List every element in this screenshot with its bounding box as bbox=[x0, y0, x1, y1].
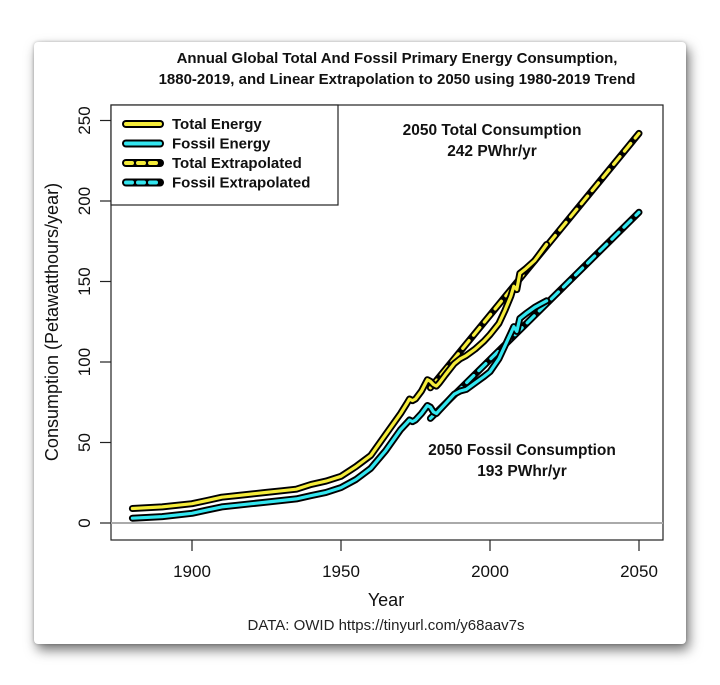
legend-label: Fossil Extrapolated bbox=[172, 175, 310, 192]
annotation-total-line1: 2050 Total Consumption bbox=[403, 122, 582, 139]
legend-item-fossil-extrapolated: Fossil Extrapolated bbox=[122, 175, 310, 192]
y-axis-label: Consumption (Petawatthours/year) bbox=[42, 183, 62, 461]
x-tick-label: 1950 bbox=[322, 562, 360, 581]
y-tick-label: 100 bbox=[75, 348, 94, 376]
legend-item-fossil-energy: Fossil Energy bbox=[122, 136, 271, 153]
chart-title: Annual Global Total And Fossil Primary E… bbox=[177, 50, 618, 67]
annotation-total-line2: 242 PWhr/yr bbox=[447, 143, 537, 160]
legend-label: Total Extrapolated bbox=[172, 155, 302, 172]
legend-item-total-extrapolated: Total Extrapolated bbox=[122, 155, 302, 172]
x-tick-label: 2050 bbox=[620, 562, 658, 581]
chart-title-line2: 1880-2019, and Linear Extrapolation to 2… bbox=[159, 71, 636, 88]
legend-label: Total Energy bbox=[172, 116, 262, 133]
x-tick-label: 2000 bbox=[471, 562, 509, 581]
y-tick-label: 150 bbox=[75, 267, 94, 295]
series-line-fossil-extrapolated bbox=[428, 210, 641, 420]
series-line-total-energy bbox=[130, 242, 549, 511]
annotation-fossil-line2: 193 PWhr/yr bbox=[477, 463, 567, 480]
plot-frame bbox=[110, 104, 664, 541]
legend-label: Fossil Energy bbox=[172, 136, 271, 153]
legend-item-total-energy: Total Energy bbox=[122, 116, 262, 133]
source-note: DATA: OWID https://tinyurl.com/y68aav7s bbox=[247, 617, 524, 634]
legend-box bbox=[110, 104, 339, 206]
y-tick-label: 0 bbox=[75, 518, 94, 527]
series-outline-fossil-energy bbox=[128, 297, 551, 522]
annotation-fossil-line1: 2050 Fossil Consumption bbox=[428, 442, 616, 459]
y-tick-label: 50 bbox=[75, 433, 94, 452]
series-line-fossil-energy bbox=[130, 299, 549, 520]
y-tick-label: 200 bbox=[75, 187, 94, 215]
x-tick-label: 1900 bbox=[173, 562, 211, 581]
y-tick-label: 250 bbox=[75, 106, 94, 134]
legend: Total Energy Fossil Energy Total Extrapola… bbox=[110, 104, 339, 206]
x-axis-label: Year bbox=[368, 590, 404, 610]
